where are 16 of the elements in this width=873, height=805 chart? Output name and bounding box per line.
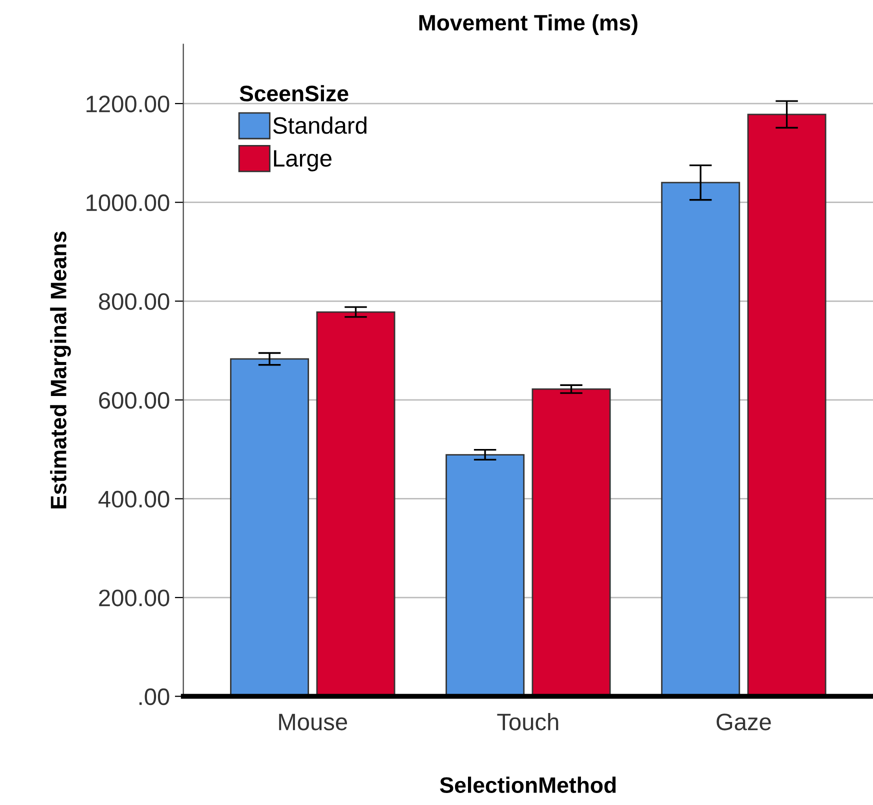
y-tick-label: 200.00: [99, 590, 170, 606]
legend-label: Standard: [273, 116, 366, 134]
y-axis-title: Estimated Marginal Means: [50, 232, 71, 508]
y-tick-label: 800.00: [98, 293, 170, 310]
x-axis-title: SelectionMethod: [440, 776, 616, 793]
x-tick-label: Touch: [497, 712, 558, 730]
chart-title: Movement Time (ms): [419, 14, 638, 35]
y-tick-label: .00: [139, 688, 170, 706]
y-tick-label: 1000.00: [86, 194, 170, 212]
legend-label: Large: [274, 150, 332, 172]
y-tick-label: 600.00: [99, 392, 170, 409]
y-tick-label: 1200.00: [86, 96, 170, 112]
y-tick-label: 400.00: [98, 490, 170, 508]
x-tick-label: Gaze: [716, 714, 771, 730]
legend-title: SceenSize: [240, 85, 348, 102]
x-tick-label: Mouse: [279, 714, 348, 730]
